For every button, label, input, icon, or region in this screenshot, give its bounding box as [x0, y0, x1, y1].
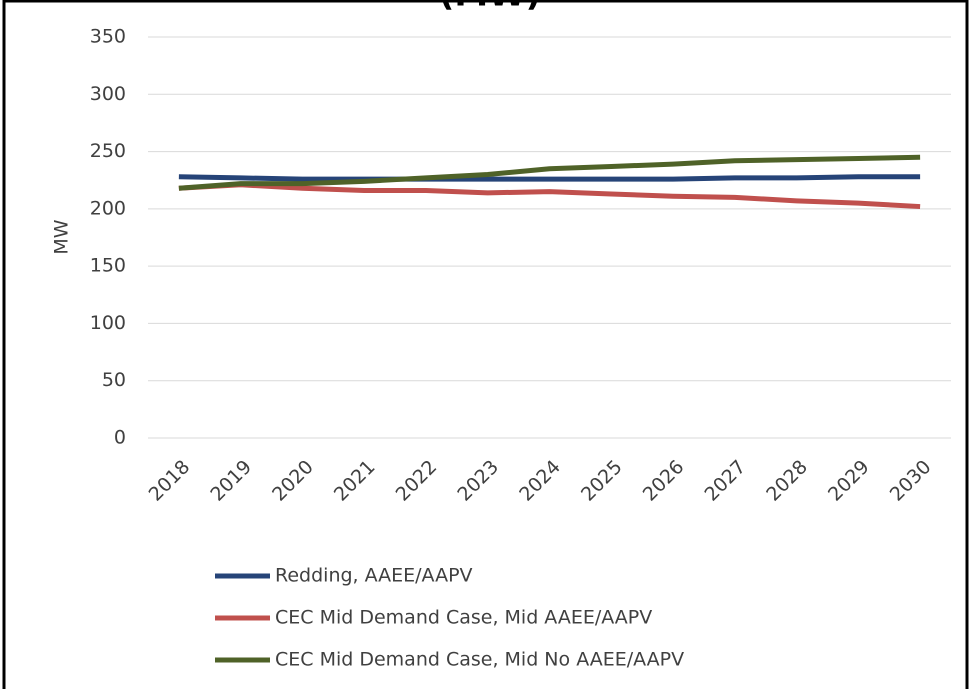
y-tick-label: 100: [90, 312, 126, 334]
y-tick-label: 150: [90, 255, 126, 277]
data-line: [178, 154, 921, 191]
data-line: [178, 174, 921, 182]
legend-label: Redding, AAEE/AAPV: [275, 565, 473, 587]
y-tick-label: 250: [90, 140, 126, 162]
y-tick-label: 50: [102, 369, 126, 391]
legend-label: CEC Mid Demand Case, Mid No AAEE/AAPV: [275, 649, 684, 671]
y-tick-label: 350: [90, 26, 126, 48]
legend-label: CEC Mid Demand Case, Mid AAEE/AAPV: [275, 607, 652, 629]
y-tick-label: 200: [90, 197, 126, 219]
y-tick-label: 0: [114, 427, 126, 449]
chart-title: (MW): [439, 0, 541, 15]
y-axis-label: MW: [51, 219, 73, 254]
y-tick-label: 300: [90, 83, 126, 105]
data-line: [178, 182, 921, 210]
